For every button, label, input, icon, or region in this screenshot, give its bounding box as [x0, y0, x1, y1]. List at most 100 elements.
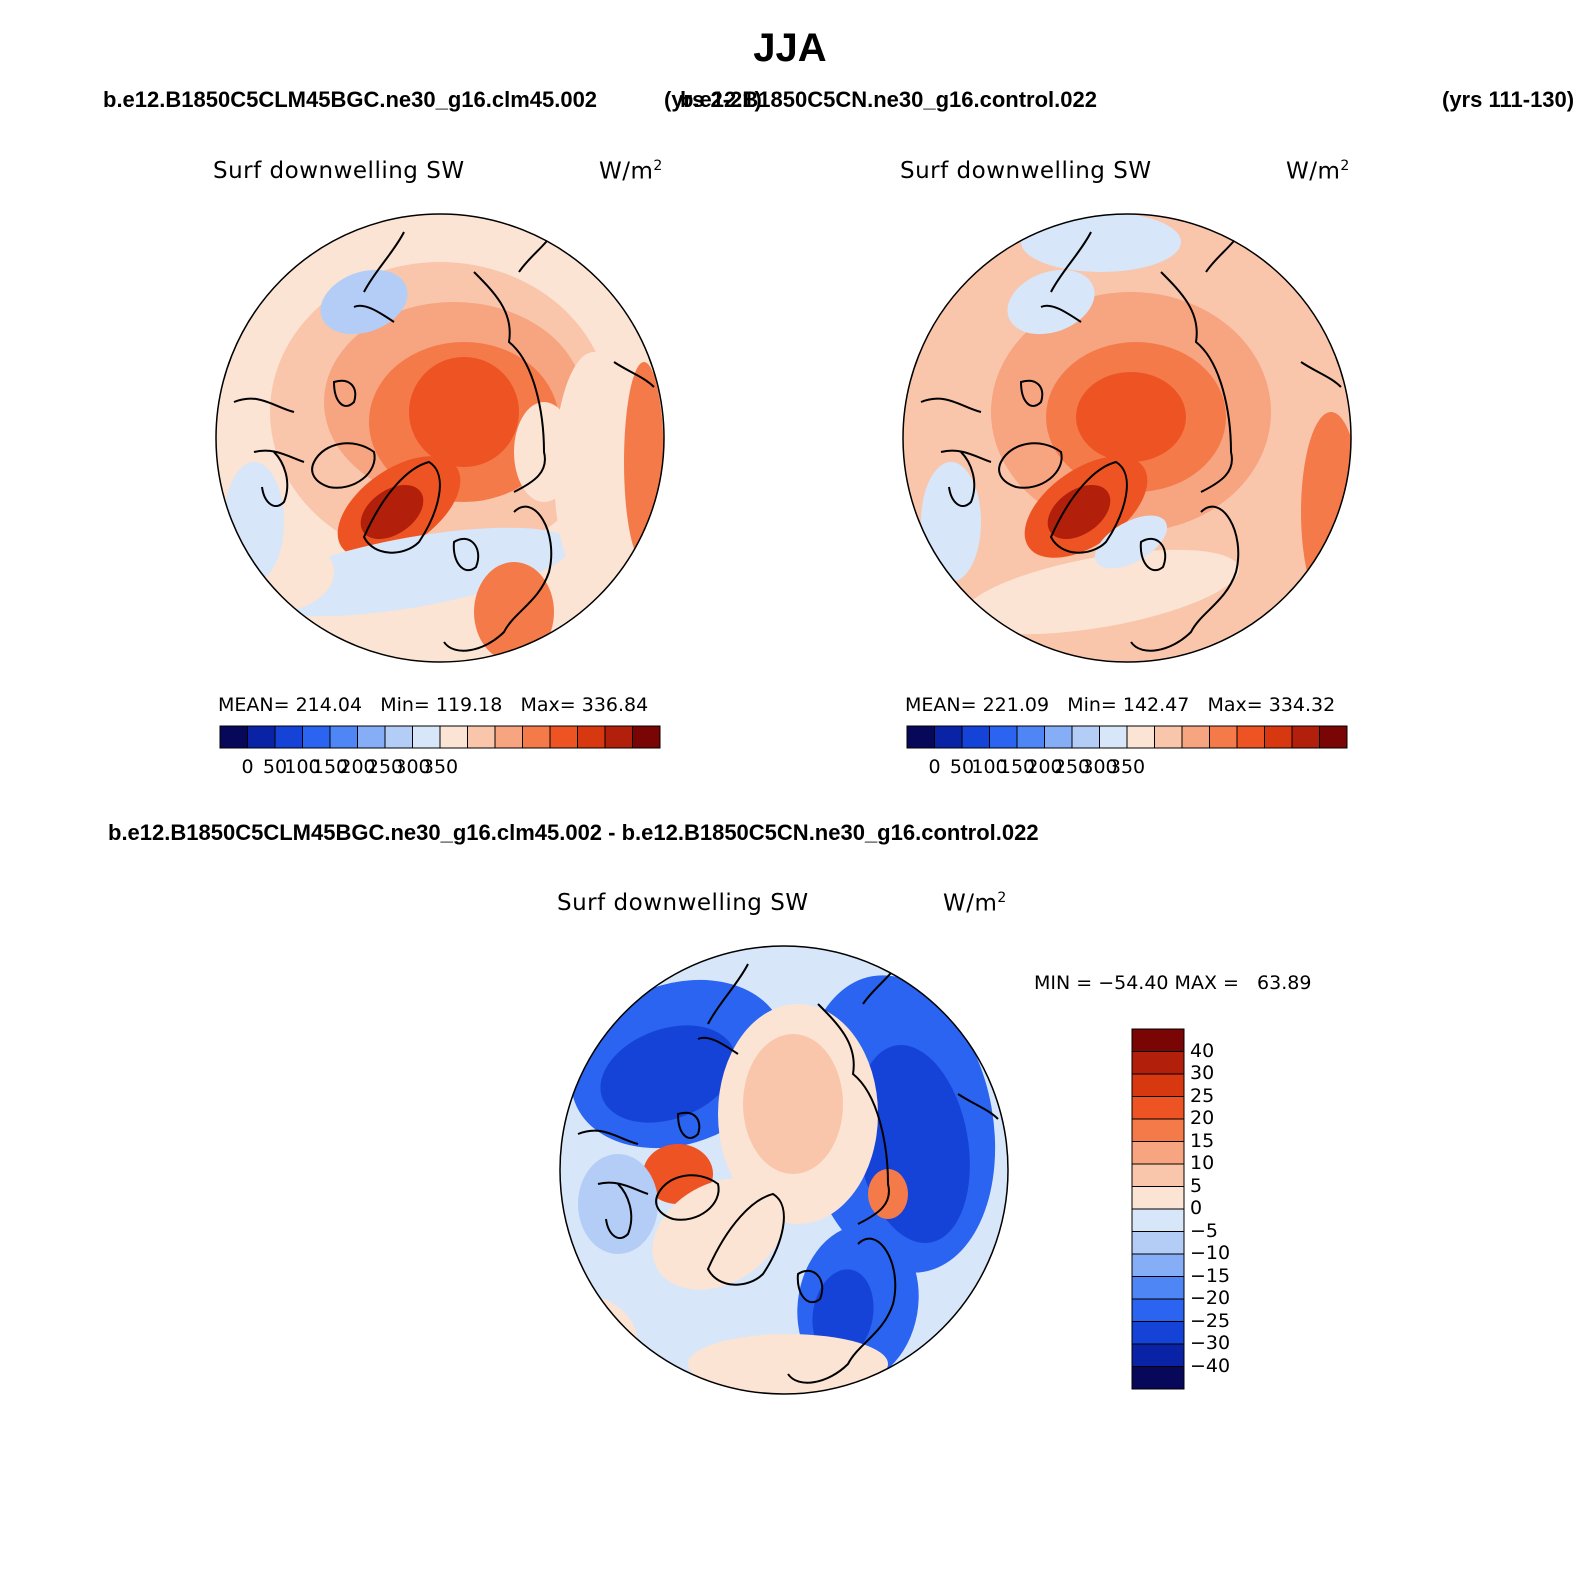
colorbar-tick-label: −40: [1190, 1354, 1231, 1377]
colorbar-swatch: [1131, 1366, 1185, 1390]
panel1-colorbar-ticks: 0 50 100 150 200 250 300 350: [220, 756, 660, 780]
colorbar-swatch: [1044, 725, 1073, 749]
colorbar-swatch: [1131, 1253, 1185, 1277]
colorbar-swatch: [1126, 725, 1155, 749]
colorbar-tick-label: 150: [998, 756, 1036, 778]
colorbar-tick-label: −30: [1190, 1332, 1231, 1354]
panel1-units: W/m2: [599, 158, 663, 185]
colorbar-swatch: [439, 725, 468, 749]
colorbar-tick-label: −5: [1190, 1219, 1219, 1242]
colorbar-swatch: [1131, 1208, 1185, 1232]
colorbar-tick-label: 150: [311, 756, 349, 778]
diff-units: W/m2: [943, 890, 1007, 917]
colorbar-tick-label: 300: [1081, 756, 1118, 778]
colorbar-tick-label: 30: [1190, 1062, 1215, 1084]
colorbar-swatch: [1016, 725, 1045, 749]
colorbar-tick-label: 50: [262, 756, 288, 778]
case2-name: b.e12.B1850C5CN.ne30_g16.control.022: [680, 87, 1097, 112]
colorbar-swatch: [632, 725, 661, 749]
panel2-colorbar: [906, 725, 1348, 749]
colorbar-tick-label: 350: [1108, 756, 1146, 778]
colorbar-swatch: [357, 725, 386, 749]
colorbar-swatch: [247, 725, 276, 749]
diff-title: b.e12.B1850C5CLM45BGC.ne30_g16.clm45.002…: [108, 820, 1039, 845]
colorbar-swatch: [467, 725, 496, 749]
colorbar-tick-label: 40: [1190, 1039, 1215, 1062]
colorbar-swatch: [1291, 725, 1320, 749]
colorbar-tick-label: −25: [1190, 1309, 1231, 1332]
colorbar-swatch: [1131, 1073, 1185, 1097]
colorbar-swatch: [1131, 1163, 1185, 1187]
colorbar-swatch: [934, 725, 963, 749]
colorbar-tick-label: 100: [971, 756, 1008, 778]
colorbar-swatch: [219, 725, 248, 749]
diff-minmax: MIN = −54.40 MAX = 63.89: [1034, 972, 1312, 994]
colorbar-swatch: [329, 725, 358, 749]
colorbar-tick-label: 300: [394, 756, 431, 778]
colorbar-tick-label: 100: [284, 756, 321, 778]
colorbar-swatch: [1154, 725, 1183, 749]
colorbar-swatch: [1131, 1186, 1185, 1210]
colorbar-swatch: [522, 725, 551, 749]
diff-variable: Surf downwelling SW: [557, 890, 809, 916]
panel2-colorbar-ticks: 0 50 100 150 200 250 300 350: [907, 756, 1347, 780]
colorbar-swatch: [1131, 1051, 1185, 1075]
panel2-stats: MEAN= 221.09 Min= 142.47 Max= 334.32: [905, 694, 1336, 716]
colorbar-swatch: [1131, 1298, 1185, 1322]
colorbar-swatch: [1131, 1028, 1185, 1052]
colorbar-swatch: [1209, 725, 1238, 749]
colorbar-swatch: [549, 725, 578, 749]
colorbar-tick-label: 25: [1190, 1084, 1215, 1107]
panel1-polar-map: [215, 213, 665, 663]
colorbar-swatch: [1264, 725, 1293, 749]
colorbar-tick-label: 50: [949, 756, 975, 778]
colorbar-swatch: [1319, 725, 1348, 749]
colorbar-swatch: [384, 725, 413, 749]
colorbar-swatch: [1099, 725, 1128, 749]
panel1-variable: Surf downwelling SW: [213, 158, 465, 184]
colorbar-swatch: [494, 725, 523, 749]
colorbar-swatch: [302, 725, 331, 749]
colorbar-tick-label: 10: [1190, 1152, 1215, 1174]
case2-years: (yrs 111-130): [1442, 87, 1575, 112]
colorbar-swatch: [577, 725, 606, 749]
colorbar-swatch: [989, 725, 1018, 749]
colorbar-tick-label: 250: [1053, 756, 1091, 778]
figure-title: JJA: [753, 26, 827, 70]
colorbar-swatch: [412, 725, 441, 749]
colorbar-swatch: [906, 725, 935, 749]
colorbar-swatch: [1236, 725, 1265, 749]
diff-polar-map: [559, 945, 1009, 1395]
colorbar-tick-label: 15: [1190, 1129, 1215, 1152]
colorbar-swatch: [1131, 1096, 1185, 1120]
colorbar-tick-label: −20: [1190, 1287, 1231, 1309]
colorbar-swatch: [1131, 1118, 1185, 1142]
colorbar-tick-label: −10: [1190, 1242, 1231, 1264]
colorbar-tick-label: 5: [1190, 1174, 1203, 1197]
panel1-colorbar: [219, 725, 661, 749]
colorbar-swatch: [1071, 725, 1100, 749]
diff-colorbar: [1131, 1028, 1185, 1390]
panel2-variable: Surf downwelling SW: [900, 158, 1152, 184]
colorbar-tick-label: 200: [339, 756, 376, 778]
case1-name: b.e12.B1850C5CLM45BGC.ne30_g16.clm45.002: [103, 87, 598, 112]
case1-years: (yrs 2-21): [664, 87, 762, 112]
colorbar-swatch: [604, 725, 633, 749]
colorbar-tick-label: 20: [1190, 1107, 1215, 1129]
colorbar-swatch: [1131, 1231, 1185, 1255]
colorbar-swatch: [1131, 1276, 1185, 1300]
colorbar-swatch: [961, 725, 990, 749]
colorbar-tick-label: 350: [421, 756, 459, 778]
colorbar-swatch: [1131, 1141, 1185, 1165]
colorbar-swatch: [1181, 725, 1210, 749]
colorbar-swatch: [274, 725, 303, 749]
colorbar-tick-label: −15: [1190, 1264, 1231, 1287]
colorbar-swatch: [1131, 1321, 1185, 1345]
colorbar-tick-label: 250: [366, 756, 404, 778]
colorbar-swatch: [1131, 1343, 1185, 1367]
panel2-polar-map: [902, 213, 1352, 663]
panel1-stats: MEAN= 214.04 Min= 119.18 Max= 336.84: [218, 694, 649, 716]
colorbar-tick-label: 0: [928, 756, 941, 778]
colorbar-tick-label: 200: [1026, 756, 1063, 778]
diff-colorbar-ticks: 40 30 25 20 15 10 5 0 −5 −10 −15 −20 −25 −30 −40: [1190, 1028, 1250, 1390]
